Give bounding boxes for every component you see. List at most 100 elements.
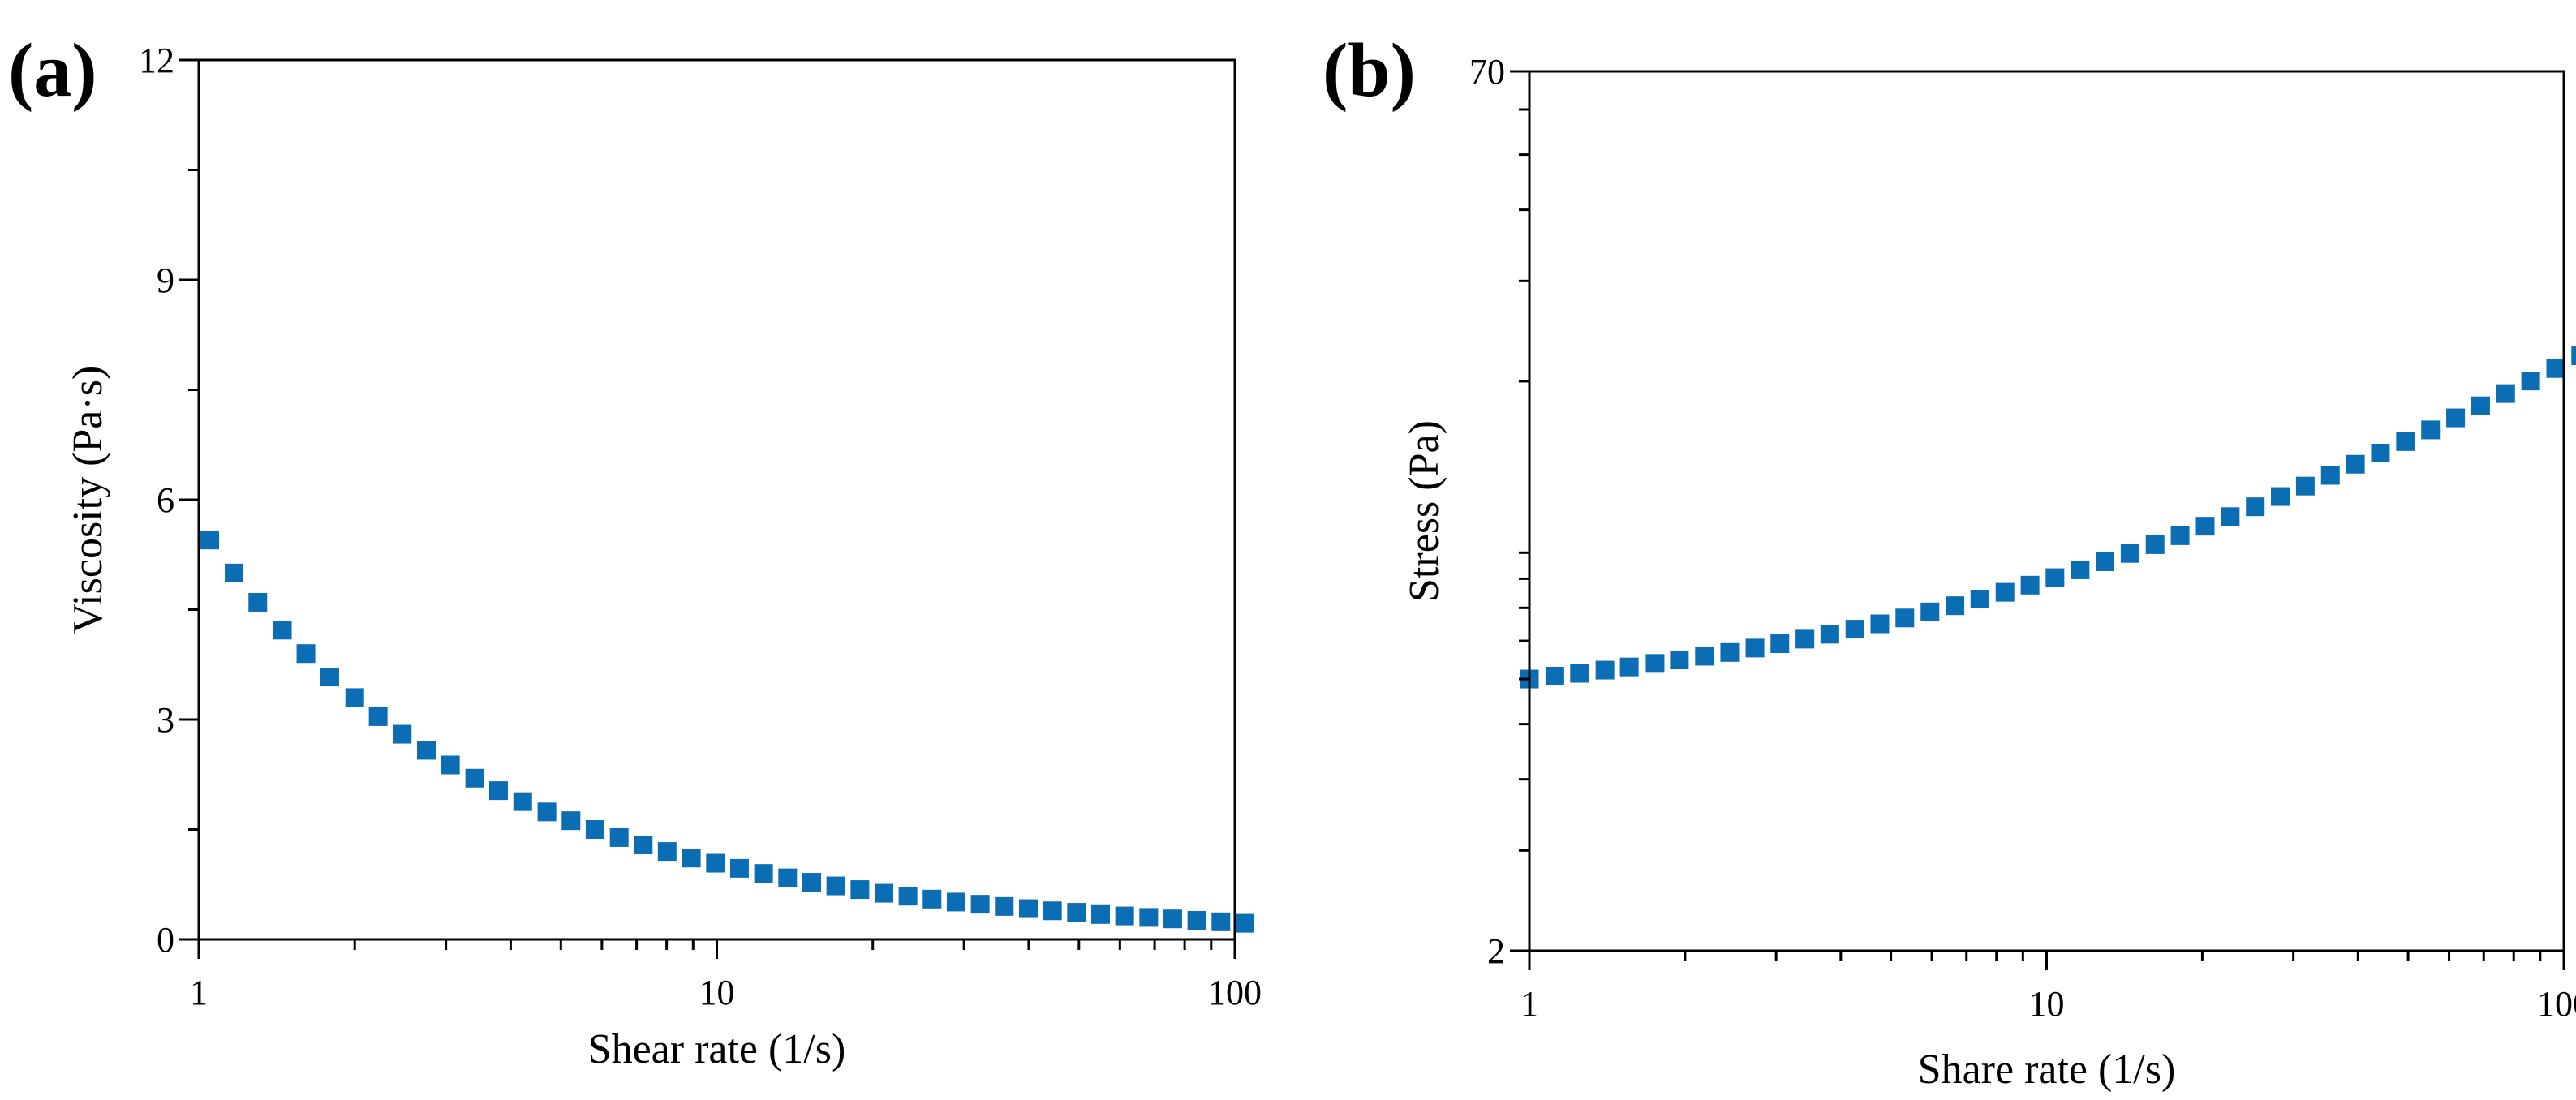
data-point (1670, 651, 1689, 670)
panel-label-b: (b) (1322, 28, 1416, 113)
data-point (2521, 372, 2540, 391)
data-point (970, 895, 990, 914)
data-point (2546, 359, 2565, 378)
data-point (2571, 346, 2576, 366)
data-point (513, 792, 532, 811)
x-tick-label: 100 (1208, 973, 1262, 1012)
data-point (1090, 904, 1110, 924)
panel-b-ticks: 1 10 100 2 70 (1469, 52, 2576, 1024)
data-point (682, 849, 701, 868)
y-tick-label: 3 (157, 700, 174, 740)
panel-a-x-axis-title: Shear rate (1/s) (588, 1026, 846, 1072)
data-point (2195, 517, 2215, 536)
data-point (802, 873, 822, 892)
data-point (2496, 384, 2515, 403)
panel-a-y-axis-title: Viscosity (Pa·s) (65, 366, 111, 634)
x-tick-label: 100 (2537, 984, 2576, 1024)
x-tick-label: 10 (2029, 984, 2065, 1024)
data-point (2020, 575, 2040, 595)
data-point (273, 621, 292, 640)
data-point (1545, 667, 1564, 686)
data-point (537, 802, 557, 822)
data-point (1870, 614, 1890, 634)
panel-a-ticks: 1 10 100 0 3 6 9 12 (139, 41, 1262, 1012)
data-point (1920, 602, 1940, 621)
data-point (1645, 654, 1665, 673)
data-point (1235, 913, 1254, 933)
y-tick-label: 9 (157, 260, 174, 300)
data-point (417, 741, 437, 760)
data-point (2045, 568, 2065, 587)
data-point (320, 668, 339, 687)
x-tick-label: 10 (699, 973, 735, 1012)
data-point (488, 781, 508, 801)
data-point (465, 768, 484, 788)
y-tick-label: 2 (1487, 931, 1505, 971)
panel-label-a: (a) (8, 28, 97, 113)
data-point (441, 755, 460, 775)
data-point (657, 842, 677, 862)
data-point (2396, 432, 2415, 451)
data-point (1211, 912, 1231, 931)
panel-b-plot-frame (1528, 70, 2565, 952)
data-point (1187, 911, 1206, 930)
data-point (2145, 535, 2165, 554)
data-point (296, 644, 316, 664)
y-tick-label: 6 (157, 480, 174, 520)
data-point (225, 563, 244, 582)
x-tick-label: 1 (1520, 984, 1538, 1024)
panel-b-x-axis-title: Share rate (1/s) (1918, 1046, 2176, 1093)
y-tick-label: 12 (139, 41, 174, 80)
data-point (1946, 596, 1965, 616)
data-point (2095, 552, 2114, 571)
data-point (1970, 589, 1989, 608)
data-point (248, 592, 268, 612)
data-point (609, 827, 629, 847)
data-point (2471, 396, 2490, 415)
panel-b: (b) 1 10 100 2 70 Share rate (1/s) Stress (P… (1322, 28, 2576, 1093)
data-point (1570, 664, 1589, 683)
data-point (1745, 638, 1765, 658)
data-point (2295, 476, 2315, 496)
panel-b-data-points (1520, 346, 2576, 689)
panel-a-data-points (200, 531, 1254, 933)
data-point (1845, 620, 1864, 639)
data-point (200, 531, 220, 550)
data-point (1695, 647, 1714, 666)
data-point (1770, 634, 1790, 654)
data-point (1795, 629, 1815, 649)
data-point (393, 724, 412, 744)
data-point (1619, 657, 1639, 677)
y-tick-label: 70 (1469, 52, 1505, 92)
data-point (1043, 901, 1062, 921)
data-point (2221, 507, 2240, 526)
data-point (585, 820, 604, 839)
panel-b-y-axis-title: Stress (Pa) (1401, 420, 1447, 602)
data-point (898, 887, 918, 906)
data-point (2246, 497, 2265, 517)
data-point (2170, 526, 2190, 545)
panel-a: (a) 1 10 100 0 3 6 9 12 Shear rate (1/s) Viscos… (8, 28, 1262, 1072)
data-point (1995, 582, 2015, 602)
data-point (2446, 408, 2466, 428)
data-point (1139, 908, 1159, 927)
data-point (1018, 899, 1038, 918)
data-point (634, 835, 653, 854)
data-point (2346, 454, 2365, 474)
data-point (2320, 466, 2340, 485)
data-point (826, 876, 845, 896)
panel-a-plot-frame (197, 58, 1236, 941)
data-point (345, 688, 364, 707)
data-point (1163, 909, 1182, 929)
data-point (1115, 906, 1134, 926)
data-point (368, 707, 388, 726)
data-point (754, 864, 773, 883)
data-point (778, 868, 798, 887)
data-point (2271, 487, 2290, 506)
data-point (1067, 903, 1086, 922)
data-point (561, 811, 581, 831)
data-point (1595, 660, 1615, 680)
data-point (2371, 443, 2390, 462)
data-point (2071, 560, 2090, 579)
